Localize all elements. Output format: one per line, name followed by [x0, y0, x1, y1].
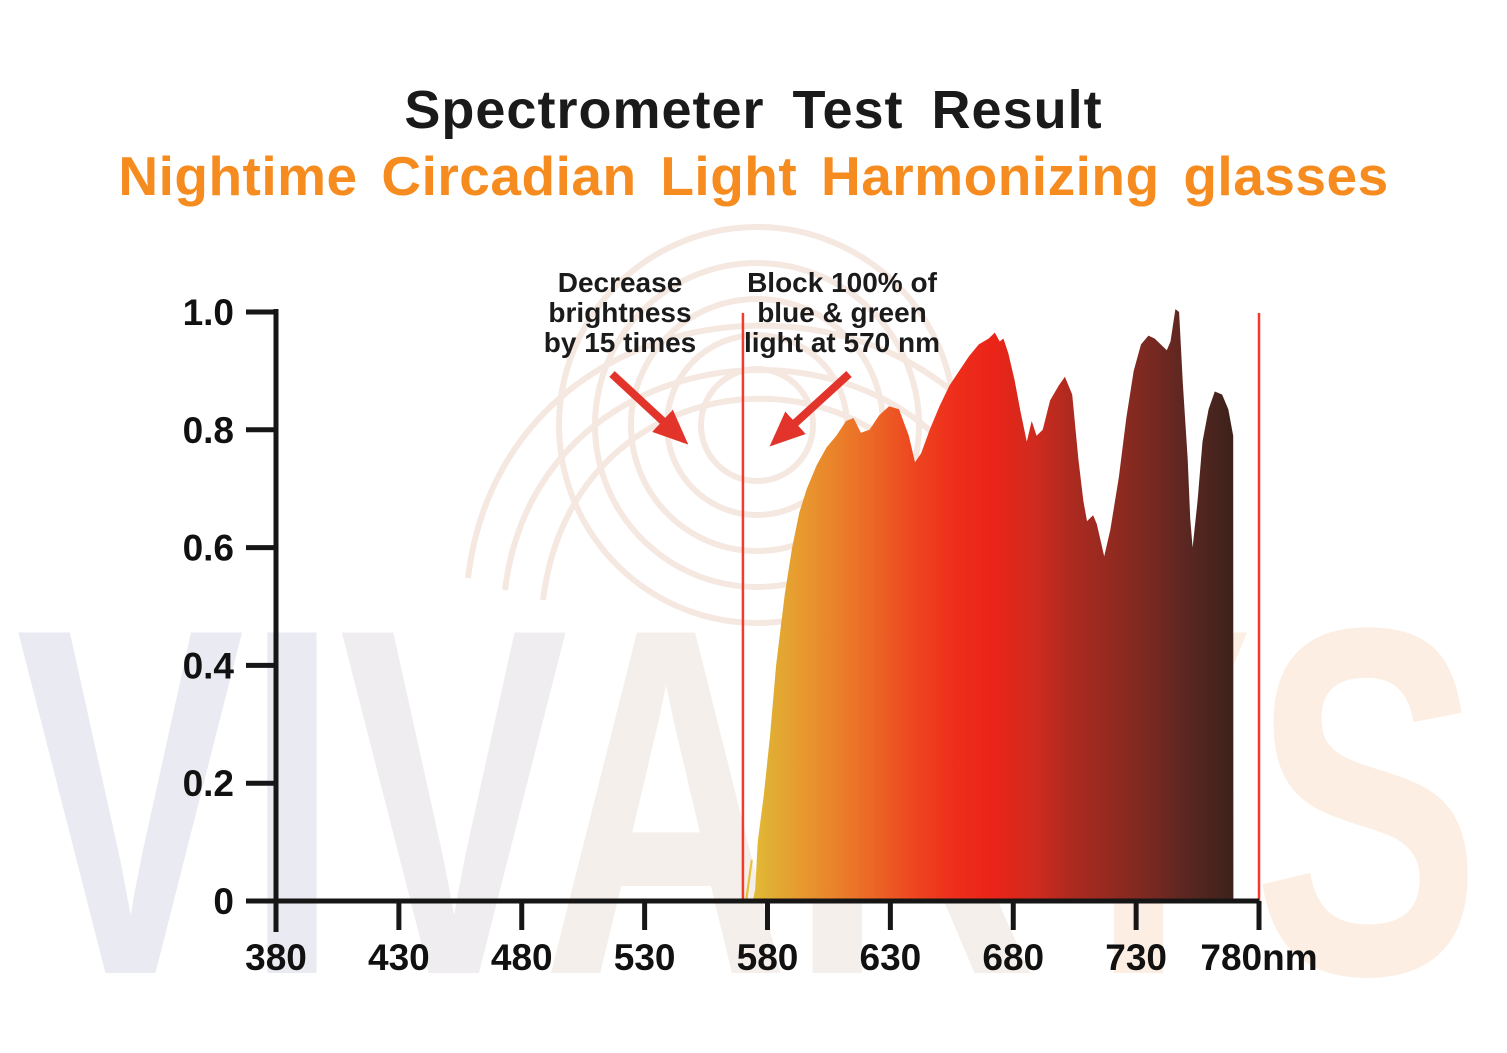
x-tick-label: 380: [245, 937, 307, 978]
spectrum-area: [752, 309, 1234, 902]
annotation-line: light at 570 nm: [743, 327, 941, 358]
page-title: Spectrometer Test Result: [404, 80, 1103, 140]
brand-watermark-letter: V: [16, 525, 246, 1053]
annotation-line: brightness: [548, 297, 692, 328]
y-tick-label: 0.4: [183, 645, 235, 686]
x-tick-label: 480: [491, 937, 553, 978]
x-tick-label: 430: [368, 937, 430, 978]
annotation-line: Block 100% of: [747, 267, 937, 298]
x-tick-label: 730: [1105, 937, 1167, 978]
brand-watermark-letter: I: [244, 525, 339, 1053]
brand-watermark-letter: A: [542, 525, 789, 1053]
annotation-block-blue-green: Block 100% of blue & green light at 570 …: [717, 268, 967, 358]
x-tick-label: 680: [982, 937, 1044, 978]
y-tick-label: 0.6: [183, 528, 234, 569]
y-tick-label: 1.0: [183, 292, 234, 333]
brand-watermark-letter: V: [339, 525, 569, 1053]
annotation-line: blue & green: [757, 297, 927, 328]
y-tick-label: 0.8: [183, 410, 234, 451]
x-tick-label: 780nm: [1200, 937, 1317, 978]
annotation-line: by 15 times: [543, 327, 697, 358]
annotation-line: Decrease: [557, 267, 683, 298]
arrow-block-570nm: [769, 371, 852, 447]
page-subtitle: Nightime Circadian Light Harmonizing gla…: [118, 145, 1389, 207]
y-tick-label: 0: [213, 881, 234, 922]
x-tick-label: 580: [737, 937, 799, 978]
spectrum-start-sliver: [744, 859, 753, 901]
y-tick-label: 0.2: [183, 763, 234, 804]
arrow-decrease-brightness: [609, 371, 689, 445]
x-tick-label: 630: [860, 937, 922, 978]
x-tick-label: 530: [614, 937, 676, 978]
annotation-decrease-brightness: Decrease brightness by 15 times: [495, 268, 745, 358]
brand-watermark-letter: S: [1253, 525, 1481, 1053]
